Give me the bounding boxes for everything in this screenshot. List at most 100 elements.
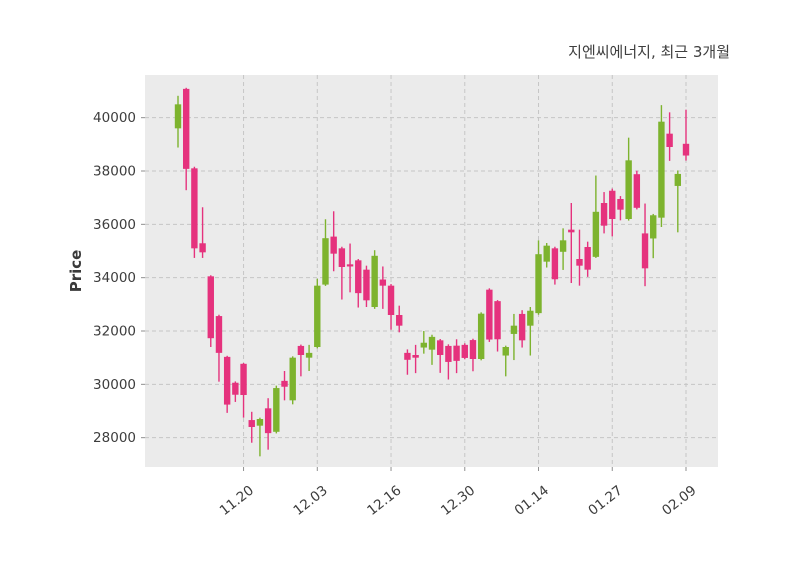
candle-up [592, 175, 600, 258]
candle-down [223, 355, 231, 413]
candle-body [273, 388, 280, 432]
candle-down [436, 339, 444, 373]
candle-body [609, 190, 616, 219]
candle-down [682, 109, 690, 161]
y-tick-label: 36000 [93, 217, 136, 233]
candle-down [453, 339, 460, 374]
candle-body [527, 310, 534, 326]
candle-body [641, 233, 649, 269]
candle-down [264, 398, 272, 450]
candle-body [240, 363, 247, 395]
candle-body [486, 289, 493, 340]
candle-body [428, 336, 436, 350]
axis-tick-marks [141, 117, 687, 471]
candle-body [420, 342, 428, 348]
candle-down [355, 259, 362, 308]
candle-body [379, 279, 387, 286]
y-tick-label: 28000 [93, 430, 136, 446]
candle-body [584, 247, 591, 270]
y-tick-label: 32000 [93, 324, 136, 340]
candle-down [232, 381, 239, 402]
candle-down [584, 241, 591, 277]
chart-title: 지엔씨에너지, 최근 3개월 [568, 43, 730, 61]
candle-up [527, 307, 534, 356]
candle-down [281, 371, 288, 401]
candle-up [256, 417, 264, 457]
y-tick-label: 40000 [93, 110, 136, 126]
candle-down [387, 284, 395, 330]
candle-body [477, 313, 485, 359]
candles-series [174, 87, 690, 457]
candle-up [289, 356, 296, 405]
candle-body [617, 199, 624, 210]
candle-down [551, 246, 559, 285]
candle-body [633, 174, 641, 208]
y-tick-label: 34000 [93, 270, 136, 286]
candle-up [428, 334, 436, 365]
candle-down [199, 207, 206, 258]
candle-body [264, 408, 272, 434]
candle-up [535, 240, 542, 315]
candle-down [330, 211, 337, 272]
candle-up [314, 278, 321, 349]
candle-body [281, 380, 288, 387]
candle-body [518, 313, 526, 341]
candle-body [289, 357, 296, 401]
candle-down [404, 349, 411, 375]
candle-body [625, 160, 632, 219]
candle-down [182, 87, 190, 191]
candle-down [412, 344, 419, 374]
candle-down [617, 196, 624, 221]
candle-down [518, 310, 526, 348]
candle-up [273, 385, 280, 434]
candle-body [494, 301, 501, 340]
candle-body [223, 356, 231, 405]
candle-down [248, 411, 255, 443]
candle-down [396, 305, 403, 333]
candle-body [592, 211, 600, 257]
candle-up [420, 331, 428, 354]
candle-body [674, 173, 682, 186]
candle-down [297, 344, 305, 377]
candle-body [658, 121, 665, 218]
candle-body [215, 316, 223, 353]
candle-body [305, 352, 313, 358]
candle-body [297, 345, 305, 355]
x-tick-label: 12.03 [290, 483, 330, 519]
candle-down [191, 166, 198, 258]
candle-down [494, 300, 501, 352]
candle-up [371, 250, 378, 309]
candle-body [355, 260, 362, 294]
x-tick-label: 01.14 [512, 483, 552, 519]
candle-up [502, 345, 509, 377]
candle-down [486, 288, 493, 342]
candle-body [559, 240, 567, 252]
x-tick-label: 02.09 [659, 483, 699, 519]
candle-body [535, 254, 542, 314]
candle-body [682, 143, 690, 156]
candle-body [600, 203, 608, 226]
x-tick-label: 01.27 [585, 483, 625, 519]
candle-down [346, 243, 354, 293]
candle-up [305, 344, 313, 371]
candle-body [330, 236, 337, 254]
candle-body [174, 104, 182, 129]
y-tick-labels: 28000 30000 32000 34000 36000 38000 40000 [93, 110, 136, 446]
y-tick-label: 30000 [93, 377, 136, 393]
candle-body [256, 419, 264, 426]
candle-down [469, 338, 477, 372]
candle-body [436, 340, 444, 355]
candle-down [609, 188, 616, 237]
y-tick-label: 38000 [93, 164, 136, 180]
candle-body [207, 276, 214, 339]
candle-body [502, 347, 509, 356]
candle-body [666, 133, 673, 147]
candle-body [568, 229, 575, 233]
candle-body [453, 345, 460, 361]
x-tick-label: 12.30 [438, 483, 478, 519]
candle-body [314, 285, 321, 347]
plot-area [145, 75, 718, 467]
candle-body [412, 355, 419, 358]
